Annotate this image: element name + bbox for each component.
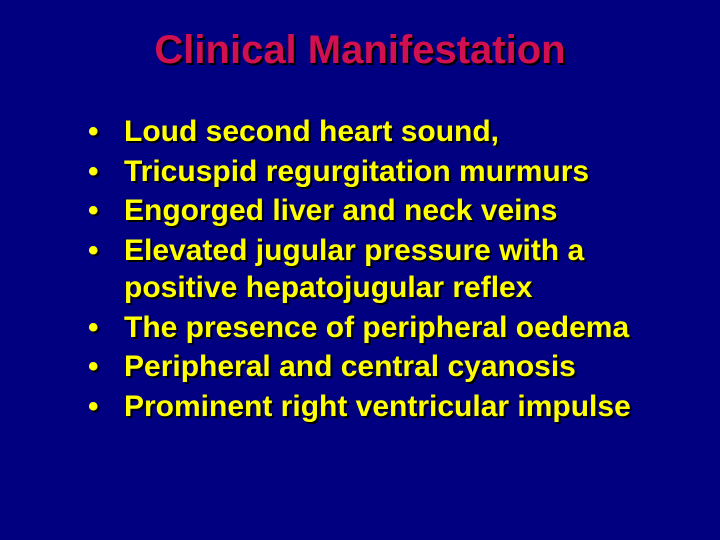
list-item: Loud second heart sound, <box>88 113 680 151</box>
list-item: Tricuspid regurgitation murmurs <box>88 153 680 191</box>
bullet-list: Loud second heart sound, Tricuspid regur… <box>40 113 680 425</box>
list-item: Elevated jugular pressure with a positiv… <box>88 232 680 307</box>
list-item: Peripheral and central cyanosis <box>88 348 680 386</box>
list-item: Prominent right ventricular impulse <box>88 388 680 426</box>
list-item: Engorged liver and neck veins <box>88 192 680 230</box>
list-item: The presence of peripheral oedema <box>88 309 680 347</box>
slide-title: Clinical Manifestation <box>70 28 650 73</box>
